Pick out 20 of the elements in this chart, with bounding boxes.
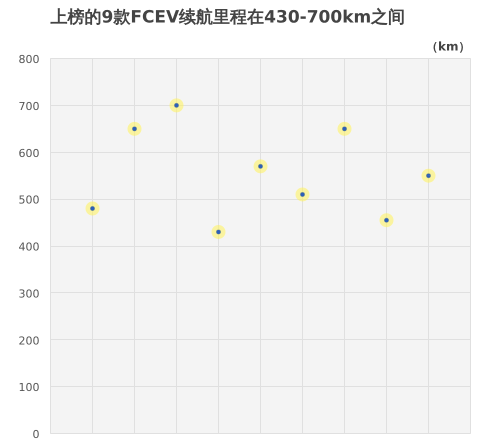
- point: [170, 98, 184, 112]
- y-tick-label: 0: [32, 428, 40, 439]
- point: [422, 168, 436, 183]
- y-tick-label: 200: [18, 334, 40, 348]
- y-tick-label: 100: [18, 381, 40, 394]
- y-tick-label: 500: [18, 194, 40, 207]
- point: [380, 213, 394, 228]
- point: [296, 187, 310, 202]
- y-axis-title: （km）: [426, 40, 470, 54]
- y-tick-label: 700: [18, 100, 40, 113]
- point: [254, 159, 268, 174]
- point: [86, 202, 100, 216]
- chart-title: 上榜的9款FCEV续航里程在430-700km之间: [50, 8, 406, 28]
- point: [212, 224, 226, 239]
- y-tick-label: 400: [18, 240, 40, 254]
- y-tick-label: 600: [18, 146, 40, 160]
- point: [338, 122, 352, 136]
- point: [128, 122, 142, 136]
- y-tick-label: 800: [18, 53, 40, 66]
- y-tick-label: 300: [18, 287, 40, 300]
